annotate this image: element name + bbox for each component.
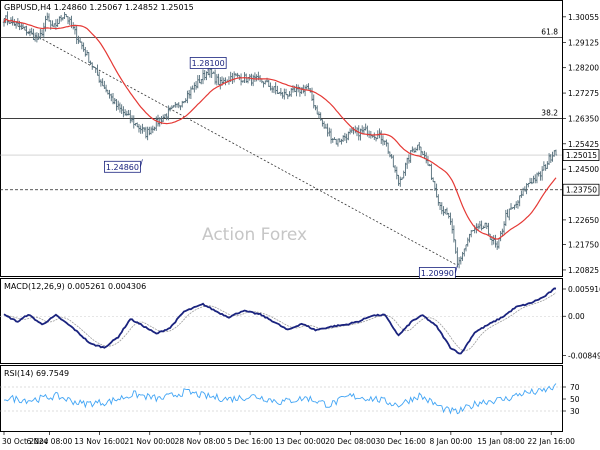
macd-axis-label: 0.00 (568, 312, 585, 321)
fib-level-label: 61.8 (541, 28, 558, 37)
price-axis-label: 1.24500 (568, 165, 599, 174)
price-panel-frame (0, 0, 563, 277)
price-axis-label: 1.26350 (568, 114, 599, 123)
price-marks: 1.28100 1.24860 1.20990 (2, 11, 558, 279)
support-tag-label: 1.23750 (566, 186, 597, 195)
time-axis-label: 5 Dec 16:00 (227, 437, 273, 446)
rsi-axis-label: 30 (570, 407, 580, 416)
fib-level-label: 38.2 (541, 108, 558, 117)
time-axis-label: 8 Jan 00:00 (429, 437, 472, 446)
price-axis: 1.30055 1.29125 1.28200 1.27275 1.26350 1.254… (562, 13, 600, 275)
time-axis-label: 22 Jan 16:00 (527, 437, 575, 446)
watermark: Action Forex (202, 225, 307, 245)
macd-axis-label: -0.00849 (568, 351, 600, 360)
price-axis-label: 1.22650 (568, 216, 599, 225)
macd-axis-label: 0.005916 (568, 285, 600, 294)
rsi-panel: RSI(14) 69.7549 70 50 30 (0, 365, 580, 432)
price-axis-label: 1.30055 (568, 13, 599, 22)
annotation-box (104, 160, 141, 173)
macd-panel: MACD(12,26,9) 0.005261 0.004306 0.005916… (0, 278, 600, 364)
support-tag (562, 183, 600, 196)
annotation-label: 1.20990 (421, 269, 454, 278)
price-header: GBPUSD,H4 1.24860 1.25067 1.24852 1.2501… (4, 3, 194, 12)
macd-header: MACD(12,26,9) 0.005261 0.004306 (4, 282, 146, 291)
time-axis-label: 30 Oct 2024 (2, 437, 49, 446)
time-axis-label: 28 Nov 08:00 (175, 437, 226, 446)
price-axis-label: 1.20825 (568, 266, 599, 275)
price-axis-label: 1.28200 (568, 64, 599, 73)
price-axis-label: 1.21750 (568, 241, 599, 250)
price-gridlines: 61.8 38.2 (0, 17, 562, 266)
time-axis-label: 30 Dec 16:00 (375, 437, 426, 446)
time-axis-label: 13 Nov 16:00 (74, 437, 125, 446)
last-price-tag (562, 149, 600, 161)
rsi-axis-label: 70 (570, 383, 580, 392)
price-panel: Action Forex GBPUSD,H4 1.24860 1.25067 1… (0, 0, 600, 279)
rsi-line (3, 383, 557, 415)
annotation-label: 1.24860 (106, 163, 139, 172)
rsi-header: RSI(14) 69.7549 (4, 369, 69, 378)
time-axis-label: 21 Nov 00:00 (124, 437, 175, 446)
macd-marks (0, 287, 562, 355)
rsi-axis: 70 50 30 (562, 383, 580, 416)
last-price-tag-label: 1.25015 (566, 151, 597, 160)
annotation-label: 1.28100 (192, 59, 225, 68)
rsi-panel-frame (0, 365, 563, 432)
price-axis-label: 1.25425 (568, 140, 599, 149)
price-axis-label: 1.27275 (568, 89, 599, 98)
macd-axis: 0.005916 0.00 -0.00849 (562, 285, 600, 360)
time-axis-label: 6 Nov 08:00 (27, 437, 73, 446)
macd-line (3, 287, 557, 355)
rsi-axis-label: 50 (570, 395, 580, 404)
price-axis-label: 1.29125 (568, 38, 599, 47)
macd-panel-frame (0, 278, 563, 364)
time-axis-label: 20 Dec 08:00 (325, 437, 376, 446)
rsi-marks (0, 383, 562, 415)
time-axis-label: 13 Dec 00:00 (275, 437, 326, 446)
time-axis-label: 15 Jan 08:00 (477, 437, 525, 446)
moving-average-line (3, 18, 557, 240)
annotation-box (189, 57, 227, 69)
